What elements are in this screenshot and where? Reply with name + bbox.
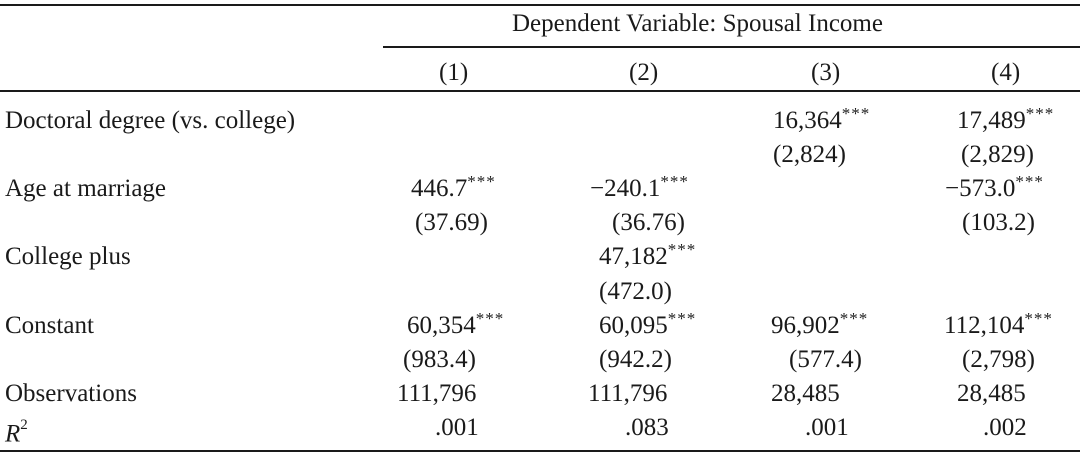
header-bottom-rule — [0, 90, 1080, 92]
coef-value: 17,489 — [957, 107, 1026, 134]
se-cell: (2,798) — [962, 346, 1035, 373]
r-squared-superscript: 2 — [20, 417, 28, 433]
se-cell: (37.69) — [415, 209, 488, 236]
significance-stars: *** — [660, 172, 689, 191]
observations-value: 111,796 — [397, 380, 477, 407]
r-squared-value: .002 — [983, 414, 1027, 441]
se-cell: (2,829) — [961, 141, 1034, 168]
top-rule — [0, 4, 1080, 6]
column-header-3: (3) — [811, 59, 841, 86]
header-span-rule — [383, 46, 1080, 48]
coef-cell: −240.1*** — [590, 172, 689, 206]
se-cell: (36.76) — [612, 209, 685, 236]
r-squared-base: R — [5, 420, 21, 448]
se-cell: (103.2) — [962, 209, 1035, 236]
coef-value: 112,104 — [944, 312, 1025, 339]
r-squared-value: .001 — [435, 414, 479, 441]
significance-stars: *** — [1015, 172, 1044, 191]
se-cell: (942.2) — [599, 346, 672, 373]
r-squared-value: .001 — [805, 414, 849, 441]
significance-stars: *** — [839, 309, 869, 328]
significance-stars: *** — [475, 309, 505, 328]
row-label-constant: Constant — [5, 312, 94, 339]
se-cell: (472.0) — [599, 278, 672, 305]
row-label-r-squared: R2 — [5, 413, 28, 449]
coef-cell: 47,182*** — [599, 240, 697, 274]
se-cell: (2,824) — [773, 141, 846, 168]
coef-cell: 112,104*** — [944, 309, 1053, 343]
bottom-rule — [0, 450, 1080, 452]
r-squared-value: .083 — [625, 414, 669, 441]
coef-cell: −573.0*** — [945, 172, 1044, 206]
column-header-2: (2) — [629, 59, 659, 86]
coef-value: −240.1 — [590, 175, 661, 202]
significance-stars: *** — [467, 172, 496, 191]
observations-value: 111,796 — [588, 380, 668, 407]
column-header-4: (4) — [991, 59, 1021, 86]
coef-value: 60,354 — [407, 312, 476, 339]
row-label-college-plus: College plus — [5, 243, 131, 270]
row-label-doctoral-degree: Doctoral degree (vs. college) — [5, 107, 296, 134]
dependent-variable-header: Dependent Variable: Spousal Income — [512, 10, 883, 37]
observations-value: 28,485 — [771, 380, 840, 407]
significance-stars: *** — [667, 309, 697, 328]
coef-value: −573.0 — [945, 175, 1016, 202]
se-cell: (577.4) — [789, 346, 862, 373]
significance-stars: *** — [1024, 309, 1053, 328]
coef-cell: 60,095*** — [599, 309, 697, 343]
coef-value: 16,364 — [773, 107, 842, 134]
coef-value: 96,902 — [771, 312, 840, 339]
coef-value: 446.7 — [411, 175, 468, 202]
coef-cell: 96,902*** — [771, 309, 869, 343]
significance-stars: *** — [841, 104, 871, 123]
significance-stars: *** — [667, 240, 697, 259]
coef-cell: 17,489*** — [957, 104, 1055, 138]
coef-cell: 446.7*** — [411, 172, 496, 206]
row-label-age-at-marriage: Age at marriage — [5, 175, 167, 202]
coef-value: 60,095 — [599, 312, 668, 339]
column-header-1: (1) — [439, 59, 469, 86]
coef-cell: 60,354*** — [407, 309, 505, 343]
observations-value: 28,485 — [957, 380, 1026, 407]
se-cell: (983.4) — [403, 346, 476, 373]
row-label-observations: Observations — [5, 380, 137, 407]
coef-value: 47,182 — [599, 243, 668, 270]
coef-cell: 16,364*** — [773, 104, 871, 138]
significance-stars: *** — [1025, 104, 1055, 123]
